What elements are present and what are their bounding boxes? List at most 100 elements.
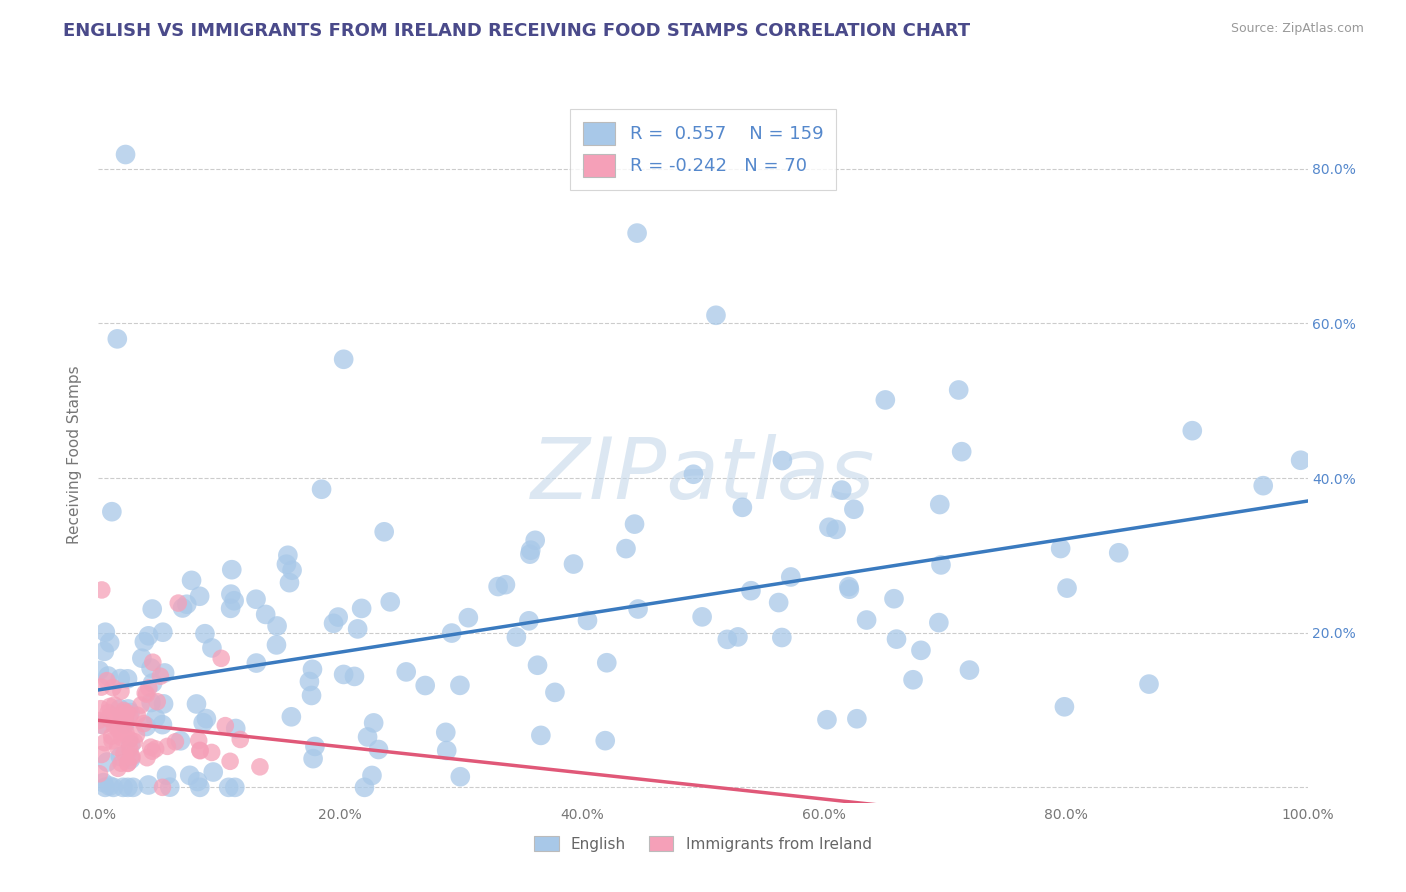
Point [110, 672, 132, 686]
Point [146, 695, 169, 709]
Point [114, 716, 136, 731]
Point [201, 746, 224, 760]
Point [229, 732, 252, 747]
Point [136, 750, 159, 764]
Point [576, 614, 599, 628]
Point [779, 570, 801, 584]
Point [1137, 677, 1160, 691]
Point [596, 656, 619, 670]
Point [117, 756, 139, 771]
Point [107, 761, 129, 775]
Text: Source: ZipAtlas.com: Source: ZipAtlas.com [1230, 22, 1364, 36]
Point [120, 706, 142, 720]
Point [97, 706, 120, 720]
Point [98, 635, 121, 649]
Point [105, 332, 128, 346]
Point [90, 747, 112, 762]
Point [112, 780, 135, 795]
Point [519, 543, 541, 558]
Point [457, 610, 479, 624]
Point [193, 715, 215, 730]
Point [118, 709, 141, 723]
Point [112, 747, 135, 761]
Point [114, 706, 136, 720]
Point [111, 731, 134, 745]
Point [413, 679, 436, 693]
Point [117, 780, 139, 795]
Point [519, 547, 541, 561]
Point [152, 717, 174, 731]
Point [202, 764, 225, 779]
Point [219, 587, 242, 601]
Point [179, 768, 201, 782]
Point [91, 719, 114, 733]
Point [1056, 581, 1078, 595]
Point [704, 308, 727, 322]
Point [180, 574, 202, 588]
Point [138, 778, 160, 792]
Point [343, 669, 366, 683]
Point [886, 632, 908, 646]
Point [367, 742, 389, 756]
Point [135, 719, 157, 733]
Point [356, 730, 378, 744]
Point [124, 734, 146, 748]
Point [224, 593, 246, 607]
Point [141, 744, 163, 758]
Point [505, 630, 527, 644]
Point [134, 686, 156, 700]
Point [98, 709, 121, 723]
Point [117, 672, 139, 686]
Point [139, 696, 162, 710]
Point [118, 742, 141, 756]
Point [132, 716, 155, 731]
Point [219, 754, 242, 768]
Point [101, 734, 124, 748]
Point [93, 736, 115, 750]
Point [98, 699, 121, 714]
Point [111, 714, 134, 729]
Point [153, 665, 176, 680]
Point [90, 680, 112, 694]
Point [138, 681, 160, 695]
Point [120, 738, 142, 752]
Point [107, 719, 129, 733]
Point [361, 768, 384, 782]
Point [90, 582, 112, 597]
Point [188, 744, 211, 758]
Point [301, 689, 323, 703]
Point [101, 681, 124, 695]
Point [101, 505, 124, 519]
Point [194, 626, 217, 640]
Legend: English, Immigrants from Ireland: English, Immigrants from Ireland [529, 830, 877, 858]
Point [280, 710, 302, 724]
Point [110, 756, 132, 771]
Point [690, 610, 713, 624]
Point [517, 614, 540, 628]
Point [156, 739, 179, 754]
Point [526, 658, 548, 673]
Point [883, 591, 905, 606]
Point [114, 716, 136, 731]
Point [449, 678, 471, 692]
Point [948, 383, 970, 397]
Point [266, 638, 288, 652]
Point [195, 712, 218, 726]
Point [127, 708, 149, 723]
Point [111, 726, 134, 740]
Point [254, 607, 277, 622]
Point [249, 760, 271, 774]
Point [277, 549, 299, 563]
Point [97, 669, 120, 683]
Point [186, 697, 208, 711]
Y-axis label: Receiving Food Stamps: Receiving Food Stamps [67, 366, 83, 544]
Point [929, 558, 952, 572]
Point [172, 601, 194, 615]
Point [626, 226, 648, 240]
Point [167, 596, 190, 610]
Point [121, 750, 143, 764]
Point [1108, 546, 1130, 560]
Point [221, 563, 243, 577]
Point [120, 748, 142, 763]
Point [449, 770, 471, 784]
